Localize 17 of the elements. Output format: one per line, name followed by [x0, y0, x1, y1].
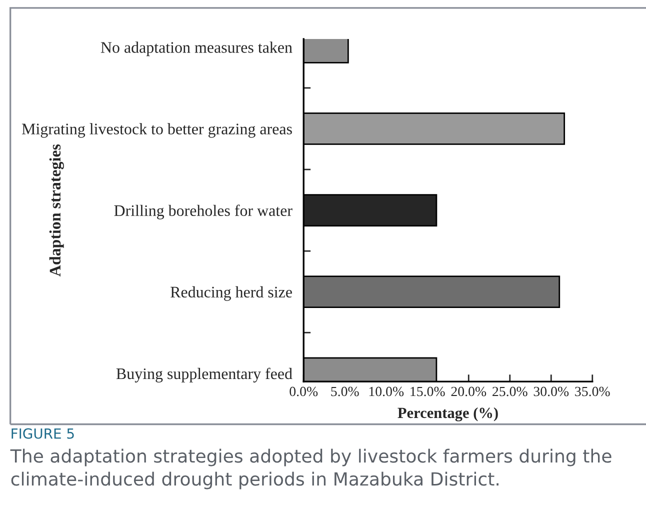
x-tick-label: 35.0% — [575, 386, 610, 396]
x-axis-title: Percentage (%) — [398, 407, 498, 422]
x-tick-label: 10.0% — [369, 386, 404, 396]
x-tick-label: 20.0% — [451, 386, 486, 396]
x-tick-label: 5.0% — [331, 386, 359, 396]
y-tick-label: Migrating livestock to better grazing areas — [22, 123, 292, 138]
x-tick-label: 15.0% — [410, 386, 445, 396]
caption: FIGURE 5 — [12, 428, 74, 439]
y-tick-label: Reducing herd size — [170, 286, 292, 301]
y-tick-label: No adaptation measures taken — [100, 42, 292, 56]
x-tick-label: 25.0% — [492, 386, 528, 396]
y-axis-title: Adaption strategies — [49, 144, 64, 276]
y-tick-label: Drilling boreholes for water — [114, 204, 292, 220]
x-tick-label: 30.0% — [534, 386, 569, 396]
y-tick-label: Buying supplementary feed — [116, 368, 292, 382]
text: The adaptation strategies adopted by livestock farmers during the climate-induced drought periods in Mazabuka District. — [10, 448, 612, 490]
x-tick-label: 0.0% — [290, 386, 318, 396]
